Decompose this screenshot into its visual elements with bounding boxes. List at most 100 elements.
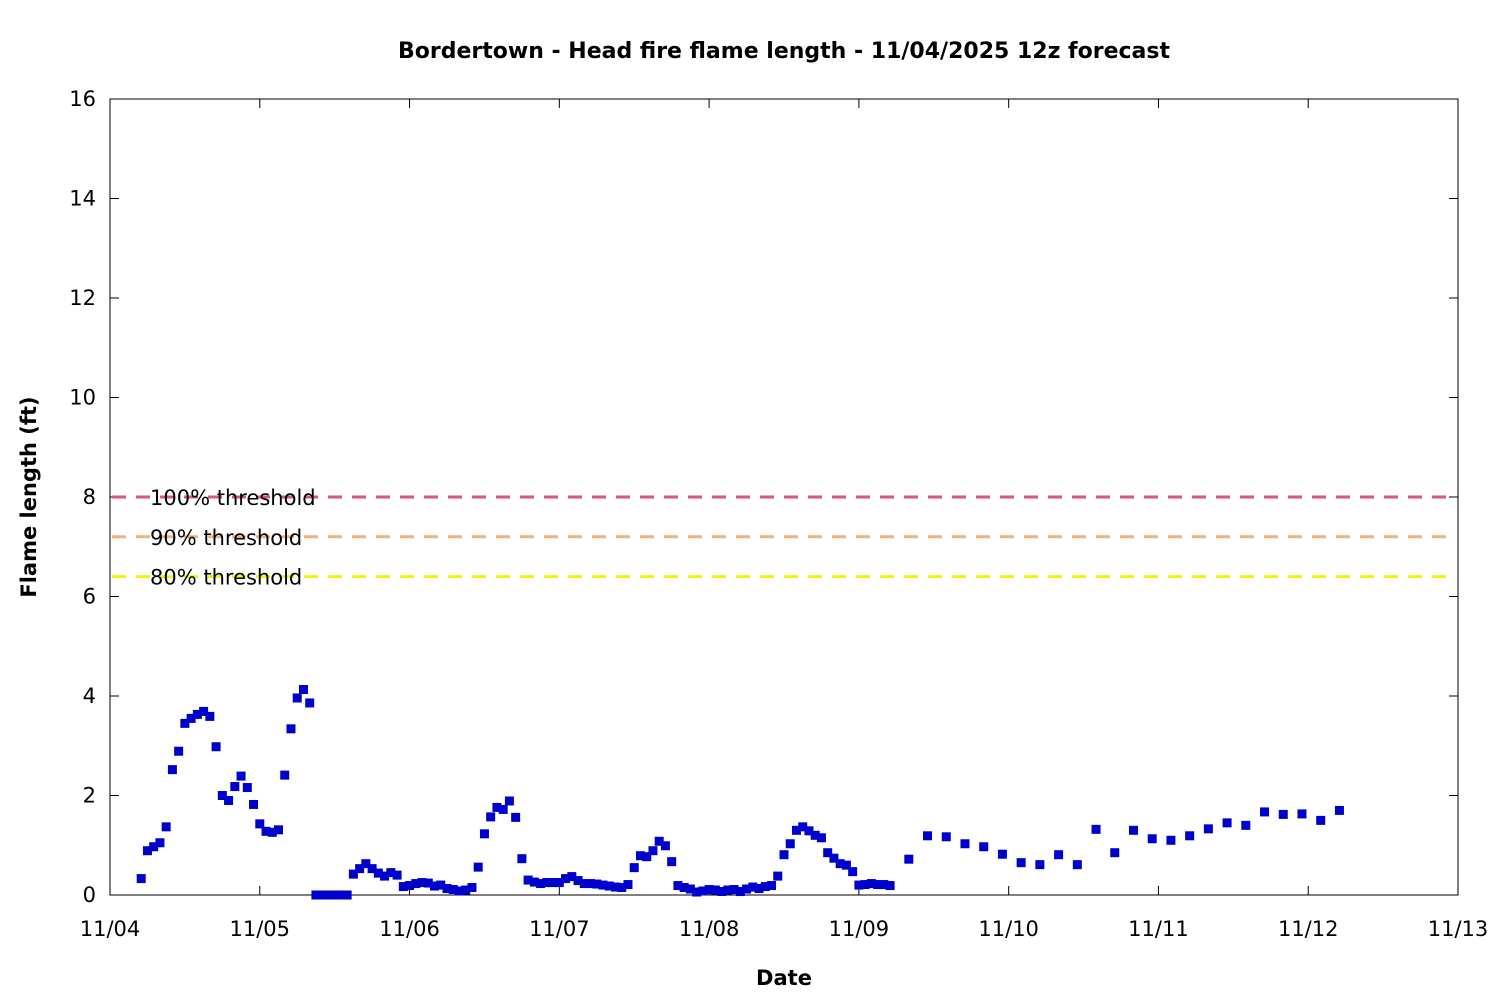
data-point	[1035, 860, 1045, 870]
data-point	[548, 878, 558, 888]
data-point	[1110, 848, 1120, 858]
data-point	[791, 825, 801, 835]
data-point	[136, 874, 146, 884]
data-point	[417, 878, 427, 888]
data-point	[398, 882, 408, 892]
data-point	[554, 878, 564, 888]
y-tick-label: 16	[69, 87, 96, 111]
data-point	[448, 885, 458, 895]
data-point	[1166, 835, 1176, 845]
data-point	[367, 864, 377, 874]
data-point	[561, 874, 571, 884]
data-point	[342, 890, 352, 900]
data-point	[267, 827, 277, 837]
data-point	[217, 791, 227, 800]
data-point	[1091, 824, 1101, 834]
data-point	[941, 832, 951, 842]
data-point	[611, 882, 620, 892]
data-point	[835, 859, 845, 869]
data-point	[355, 864, 365, 874]
data-point	[829, 853, 839, 863]
data-point	[430, 881, 440, 891]
data-point	[648, 846, 658, 856]
data-point	[423, 878, 433, 888]
data-point	[623, 880, 633, 890]
data-point	[1185, 831, 1195, 841]
x-axis: 11/04 11/05 11/06 11/07 11/08 11/09 11/10 11/11…	[80, 99, 1488, 941]
data-point	[860, 880, 870, 890]
data-point	[692, 887, 702, 897]
data-point	[848, 867, 858, 877]
data-point	[473, 862, 483, 872]
data-point	[180, 718, 190, 728]
data-point	[760, 882, 770, 892]
data-point	[717, 887, 727, 897]
data-point	[261, 826, 271, 836]
data-point	[230, 782, 240, 792]
data-point	[785, 839, 795, 849]
threshold-label: 90% threshold	[150, 526, 302, 550]
data-point	[1241, 820, 1251, 830]
data-point	[454, 886, 464, 896]
data-point	[698, 886, 708, 896]
y-tick-label: 4	[83, 684, 96, 708]
y-tick-label: 0	[83, 883, 96, 907]
x-tick-label: 11/09	[829, 917, 890, 941]
data-point	[161, 822, 171, 832]
y-tick-label: 8	[83, 485, 96, 509]
data-point	[592, 879, 602, 889]
data-point	[873, 880, 883, 890]
data-point	[1334, 805, 1344, 815]
data-point	[467, 883, 477, 893]
data-point	[617, 883, 627, 893]
data-point	[710, 885, 720, 895]
x-tick-label: 11/05	[230, 917, 291, 941]
y-tick-label: 10	[69, 386, 96, 410]
data-point	[361, 859, 371, 869]
data-point	[723, 885, 733, 895]
data-point	[167, 765, 177, 775]
data-point	[249, 799, 259, 809]
data-point	[1147, 834, 1157, 844]
x-tick-label: 11/10	[978, 917, 1039, 941]
data-point	[517, 854, 527, 864]
data-point	[979, 842, 989, 852]
data-point	[667, 857, 677, 867]
data-point	[149, 842, 159, 852]
data-point	[536, 879, 546, 889]
data-point	[635, 851, 645, 861]
data-point	[804, 826, 814, 836]
data-point	[479, 829, 489, 839]
data-point	[1297, 809, 1307, 819]
x-tick-label: 11/11	[1128, 917, 1189, 941]
data-point	[748, 882, 758, 892]
y-tick-label: 2	[83, 784, 96, 808]
x-tick-label: 11/06	[379, 917, 440, 941]
data-point	[773, 871, 783, 881]
y-tick-label: 6	[83, 585, 96, 609]
data-point	[336, 890, 346, 900]
x-tick-label: 11/04	[80, 917, 141, 941]
data-point	[573, 876, 583, 886]
data-point	[1222, 818, 1232, 828]
data-point	[579, 879, 589, 889]
data-point	[854, 880, 864, 890]
data-point	[1128, 825, 1138, 835]
data-point	[685, 884, 695, 894]
data-point	[810, 830, 820, 840]
data-point	[380, 871, 390, 881]
data-point	[660, 841, 670, 851]
data-point	[504, 796, 514, 806]
data-point	[317, 890, 327, 900]
data-point	[405, 881, 415, 891]
x-tick-label: 11/12	[1278, 917, 1339, 941]
data-point	[879, 880, 889, 890]
data-point	[704, 885, 714, 895]
x-tick-label: 11/07	[529, 917, 590, 941]
data-point	[567, 872, 577, 882]
data-point	[186, 713, 196, 723]
data-point	[1016, 858, 1026, 868]
data-point	[211, 742, 221, 752]
